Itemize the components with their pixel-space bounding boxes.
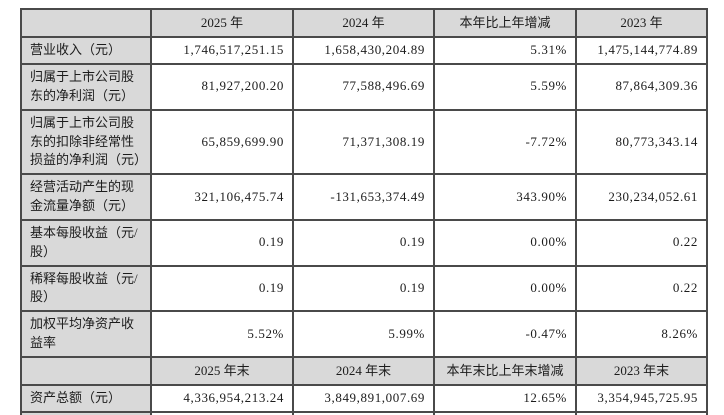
period-end-header-row: 2025 年末 2024 年末 本年末比上年末增减 2023 年末 [20, 355, 708, 386]
financial-summary-table: 2025 年 2024 年 本年比上年增减 2023 年 营业收入（元） 1,7… [20, 8, 708, 415]
table-row-net-assets: 归属于上市公司股东的净资产（元） 1,532,601,917.63 1,320,… [20, 410, 708, 415]
cell-value: 0.22 [575, 264, 708, 313]
corner-cell [20, 355, 152, 386]
cell-value: 81,927,200.20 [150, 63, 294, 111]
table-row-net-profit-excl-nonrecurring: 归属于上市公司股东的扣除非经常性损益的净利润（元） 65,859,699.90 … [20, 108, 708, 176]
cell-value: 0.00% [433, 218, 577, 267]
cell-value: 8.26% [575, 310, 708, 358]
cell-value: 1,746,517,251.15 [150, 36, 294, 65]
cell-value: 0.19 [150, 218, 294, 267]
col-header-2023: 2023 年 [575, 8, 708, 38]
table-row-net-profit: 归属于上市公司股东的净利润（元） 81,927,200.20 77,588,49… [20, 63, 708, 111]
cell-value: 0.22 [575, 218, 708, 267]
cell-value: 1,475,144,774.89 [575, 36, 708, 65]
row-label: 经营活动产生的现金流量净额（元） [20, 173, 152, 221]
period-header-row: 2025 年 2024 年 本年比上年增减 2023 年 [20, 8, 708, 38]
cell-value: 5.59% [433, 63, 577, 111]
table-row-revenue: 营业收入（元） 1,746,517,251.15 1,658,430,204.8… [20, 36, 708, 65]
table-row-total-assets: 资产总额（元） 4,336,954,213.24 3,849,891,007.6… [20, 383, 708, 413]
table-row-diluted-eps: 稀释每股收益（元/股） 0.19 0.19 0.00% 0.22 [20, 264, 708, 313]
cell-value: 87,864,309.36 [575, 63, 708, 111]
table-row-weighted-avg-roe: 加权平均净资产收益率 5.52% 5.99% -0.47% 8.26% [20, 310, 708, 358]
cell-value: 5.52% [150, 310, 294, 358]
table-row-basic-eps: 基本每股收益（元/股） 0.19 0.19 0.00% 0.22 [20, 218, 708, 267]
col-header-2025: 2025 年 [150, 8, 294, 38]
row-label: 基本每股收益（元/股） [20, 218, 152, 267]
cell-value: 0.00% [433, 264, 577, 313]
row-label: 资产总额（元） [20, 383, 152, 413]
corner-cell [20, 8, 152, 38]
cell-value: -0.47% [433, 310, 577, 358]
cell-value: 16.07% [433, 410, 577, 415]
cell-value: 0.19 [292, 218, 435, 267]
row-label: 归属于上市公司股东的净利润（元） [20, 63, 152, 111]
col-header-end-change: 本年末比上年末增减 [433, 355, 577, 386]
row-label: 归属于上市公司股东的净资产（元） [20, 410, 152, 415]
col-header-2024: 2024 年 [292, 8, 435, 38]
cell-value: 1,274,633,709.35 [575, 410, 708, 415]
cell-value: 5.31% [433, 36, 577, 65]
cell-value: 0.19 [292, 264, 435, 313]
cell-value: 0.19 [150, 264, 294, 313]
col-header-2025-end: 2025 年末 [150, 355, 294, 386]
cell-value: 5.99% [292, 310, 435, 358]
cell-value: 71,371,308.19 [292, 108, 435, 176]
cell-value: 343.90% [433, 173, 577, 221]
cell-value: -7.72% [433, 108, 577, 176]
cell-value: 77,588,496.69 [292, 63, 435, 111]
row-label: 营业收入（元） [20, 36, 152, 65]
col-header-yoy-change: 本年比上年增减 [433, 8, 577, 38]
cell-value: 1,320,361,528.83 [292, 410, 435, 415]
cell-value: 65,859,699.90 [150, 108, 294, 176]
cell-value: 321,106,475.74 [150, 173, 294, 221]
cell-value: 4,336,954,213.24 [150, 383, 294, 413]
cell-value: 80,773,343.14 [575, 108, 708, 176]
row-label: 稀释每股收益（元/股） [20, 264, 152, 313]
cell-value: 3,849,891,007.69 [292, 383, 435, 413]
cell-value: 1,532,601,917.63 [150, 410, 294, 415]
cell-value: 1,658,430,204.89 [292, 36, 435, 65]
cell-value: 230,234,052.61 [575, 173, 708, 221]
table-row-operating-cash-flow: 经营活动产生的现金流量净额（元） 321,106,475.74 -131,653… [20, 173, 708, 221]
col-header-2024-end: 2024 年末 [292, 355, 435, 386]
col-header-2023-end: 2023 年末 [575, 355, 708, 386]
row-label: 归属于上市公司股东的扣除非经常性损益的净利润（元） [20, 108, 152, 176]
row-label: 加权平均净资产收益率 [20, 310, 152, 358]
cell-value: 12.65% [433, 383, 577, 413]
cell-value: -131,653,374.49 [292, 173, 435, 221]
cell-value: 3,354,945,725.95 [575, 383, 708, 413]
